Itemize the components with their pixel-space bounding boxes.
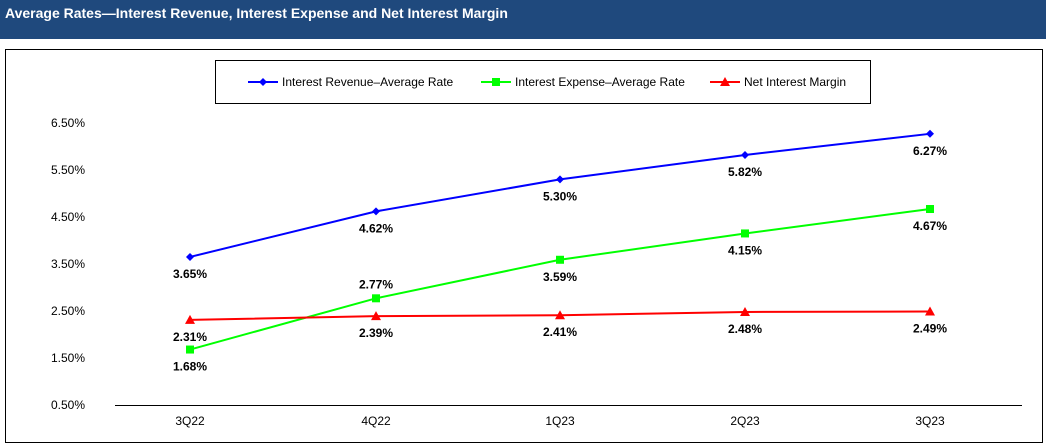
data-label: 3.59%: [543, 270, 577, 284]
data-label: 4.15%: [728, 243, 762, 257]
y-tick-label: 0.50%: [51, 398, 85, 412]
square-marker: [926, 205, 934, 214]
legend: Interest Revenue–Average Rate Interest Ex…: [215, 60, 871, 104]
x-tick-label: 3Q22: [175, 414, 205, 428]
data-label: 5.30%: [543, 189, 577, 203]
square-marker: [556, 255, 564, 264]
y-tick-label: 6.50%: [51, 116, 85, 130]
diamond-marker: [259, 78, 267, 86]
x-tick-label: 2Q23: [730, 414, 760, 428]
y-tick-label: 3.50%: [51, 257, 85, 271]
x-tick-label: 4Q22: [361, 414, 391, 428]
square-marker: [372, 294, 380, 303]
diamond-marker: [926, 129, 934, 138]
triangle-marker: [555, 310, 565, 320]
data-label: 6.27%: [913, 144, 947, 158]
triangle-marker: [925, 306, 935, 316]
legend-box: [215, 60, 871, 104]
diamond-marker: [372, 207, 380, 216]
diamond-marker: [556, 175, 564, 184]
triangle-marker: [720, 77, 730, 86]
diamond-marker: [741, 150, 749, 159]
data-label: 5.82%: [728, 165, 762, 179]
legend-label: Interest Revenue–Average Rate: [282, 75, 454, 89]
y-tick-label: 5.50%: [51, 163, 85, 177]
legend-label: Interest Expense–Average Rate: [515, 75, 685, 89]
data-label: 3.65%: [173, 267, 207, 281]
data-label: 2.48%: [728, 322, 762, 336]
chart-frame: [5, 49, 1043, 443]
square-marker: [186, 345, 194, 354]
y-tick-label: 2.50%: [51, 304, 85, 318]
data-label: 2.77%: [359, 277, 393, 291]
legend-label: Net Interest Margin: [744, 75, 846, 89]
data-label: 2.49%: [913, 321, 947, 335]
data-label: 2.41%: [543, 325, 577, 339]
chart-title: Average Rates—Interest Revenue, Interest…: [5, 5, 508, 21]
x-tick-label: 3Q23: [915, 414, 945, 428]
data-label: 4.62%: [359, 221, 393, 235]
triangle-marker: [185, 314, 195, 324]
diamond-marker: [186, 252, 194, 261]
y-tick-label: 1.50%: [51, 351, 85, 365]
data-label: 1.68%: [173, 360, 207, 374]
data-label: 2.39%: [359, 326, 393, 340]
triangle-marker: [740, 306, 750, 316]
square-marker: [741, 229, 749, 238]
data-label: 4.67%: [913, 219, 947, 233]
square-marker: [492, 78, 500, 86]
x-tick-label: 1Q23: [545, 414, 575, 428]
data-label: 2.31%: [173, 330, 207, 344]
title-bar: Average Rates—Interest Revenue, Interest…: [0, 0, 1046, 39]
triangle-marker: [371, 311, 381, 321]
y-tick-label: 4.50%: [51, 210, 85, 224]
